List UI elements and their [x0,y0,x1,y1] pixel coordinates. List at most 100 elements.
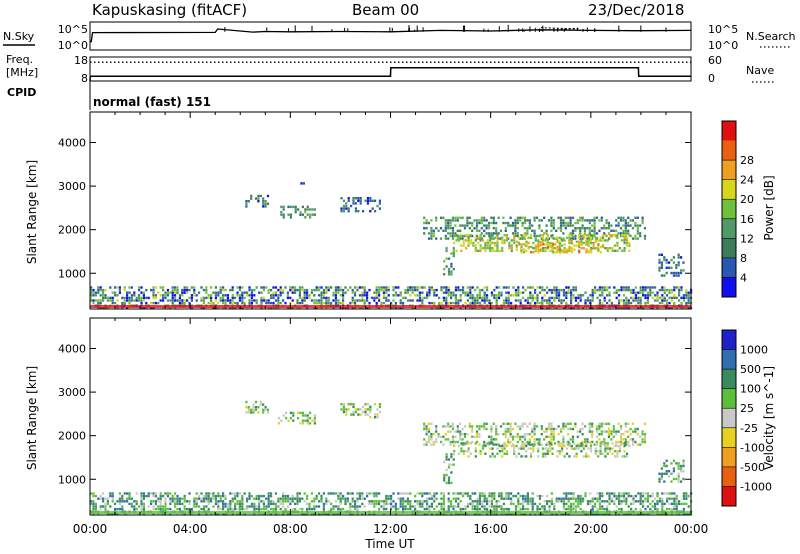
range-cell [541,505,544,508]
range-cell [390,505,393,508]
range-cell [625,299,628,302]
range-cell [516,227,519,230]
range-cell [509,433,512,436]
range-cell [438,301,441,305]
range-cell [229,502,232,506]
range-cell [366,403,369,406]
range-cell [537,245,540,249]
range-cell [623,247,626,250]
range-cell [623,450,626,453]
range-cell [320,299,323,302]
range-cell [380,288,383,292]
range-cell [675,502,678,506]
range-cell [289,411,292,415]
range-cell [621,455,624,458]
range-cell [183,497,186,500]
range-cell [356,288,359,292]
range-cell [462,494,465,498]
range-cell [625,244,629,247]
range-cell [500,291,503,294]
range-cell [352,410,355,414]
range-cell [234,301,237,305]
range-cell [264,202,267,205]
range-cell [505,234,509,237]
range-cell [541,239,545,242]
range-cell [589,444,593,448]
range-cell [147,494,150,498]
range-cell [198,494,201,498]
range-cell [582,455,585,458]
range-cell [327,500,330,503]
range-cell [414,494,417,498]
range-cell [447,237,450,240]
range-cell [554,251,557,254]
range-cell [665,472,668,475]
range-cell [181,497,184,500]
range-cell [570,248,574,251]
range-cell [542,243,545,246]
range-cell [636,227,639,230]
range-cell [190,507,193,511]
range-cell [512,494,515,498]
range-cell [140,507,143,511]
range-cell [202,505,205,508]
range-cell [301,422,304,425]
colorbar-swatch [722,388,736,409]
range-cell [498,294,501,297]
range-cell [219,497,222,500]
range-cell [556,249,559,252]
range-cell [675,266,678,269]
range-cell [611,447,614,450]
range-cell [574,221,577,225]
range-cell [140,492,143,495]
range-cell [390,502,393,506]
range-cell [596,500,599,503]
range-cell [606,447,609,450]
range-cell [252,408,255,411]
range-cell [450,301,453,305]
range-cell [241,307,244,310]
range-cell [411,307,414,310]
range-cell [423,507,426,511]
range-cell [529,455,533,458]
range-cell [332,291,335,294]
range-cell [445,301,448,305]
range-cell [262,408,265,411]
range-cell [521,440,524,444]
range-cell [373,502,376,506]
range-cell [675,494,678,498]
range-cell [123,513,126,516]
range-cell [466,221,469,225]
range-cell [311,208,314,211]
range-cell [541,301,544,305]
range-cell [523,232,527,235]
range-cell [130,299,133,302]
range-cell [622,216,625,219]
range-cell [483,224,486,227]
range-cell [547,440,551,444]
range-cell [584,301,587,305]
range-cell [193,502,196,506]
range-cell [571,229,575,232]
range-cell [598,507,601,511]
range-cell [351,301,354,305]
freq-left-tick-top: 18 [74,54,88,67]
range-cell [457,502,460,506]
range-cell [443,476,446,479]
range-cell [536,301,539,305]
range-cell [563,249,566,252]
range-cell [627,430,630,433]
range-cell [334,288,337,292]
range-cell [507,294,510,297]
range-cell [544,239,547,242]
range-cell [567,492,570,495]
range-cell [660,274,663,277]
range-cell [447,288,450,292]
range-cell [587,447,590,450]
range-cell [366,307,369,310]
range-cell [378,405,381,408]
range-cell [250,494,253,498]
range-cell [529,447,533,450]
range-cell [677,271,680,275]
range-cell [480,216,483,219]
